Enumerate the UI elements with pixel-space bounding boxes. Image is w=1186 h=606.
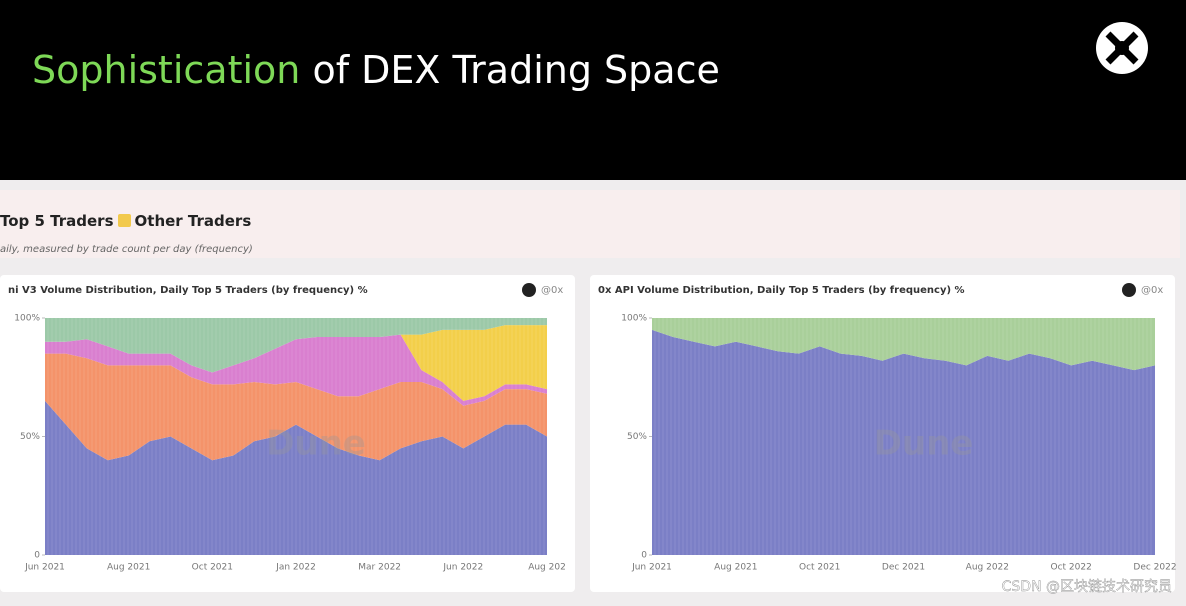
x-tick-label: Oct 2021 bbox=[192, 563, 233, 573]
slide-title: Sophistication of DEX Trading Space bbox=[32, 48, 720, 92]
watermark: Dune bbox=[266, 424, 366, 464]
x-tick-label: Oct 2021 bbox=[799, 563, 840, 573]
title-highlight: Sophistication bbox=[32, 48, 301, 92]
handle: @0x bbox=[1141, 285, 1163, 296]
y-tick-label: 100% bbox=[14, 314, 40, 324]
y-tick-label: 100% bbox=[621, 314, 647, 324]
x-tick-label: Jan 2022 bbox=[275, 563, 316, 573]
area-series bbox=[652, 329, 1155, 555]
chart-title: ni V3 Volume Distribution, Daily Top 5 T… bbox=[8, 285, 368, 296]
handle-icon bbox=[522, 283, 536, 297]
slide-header: Sophistication of DEX Trading Space bbox=[0, 0, 1186, 180]
legend-label: Other Traders bbox=[134, 212, 252, 230]
x-tick-label: Aug 2022 bbox=[966, 563, 1009, 573]
title-rest: of DEX Trading Space bbox=[312, 48, 720, 92]
area-series bbox=[45, 400, 547, 555]
y-tick-label: 50% bbox=[627, 432, 647, 442]
area-series bbox=[45, 334, 547, 406]
y-tick-label: 50% bbox=[20, 432, 40, 442]
x-tick-label: Jun 2021 bbox=[631, 563, 672, 573]
logo bbox=[1096, 22, 1148, 74]
dashboard-subtitle: aily, measured by trade count per day (f… bbox=[0, 244, 253, 255]
x-tick-label: Aug 2021 bbox=[714, 563, 757, 573]
area-series bbox=[45, 325, 547, 401]
footer-watermark: CSDN @区块链技术研究员 bbox=[1002, 579, 1172, 595]
x-tick-label: Dec 2021 bbox=[882, 563, 925, 573]
area-series bbox=[45, 318, 547, 373]
heading-text: Top 5 Traders bbox=[0, 212, 114, 230]
handle-icon bbox=[1122, 283, 1136, 297]
x-tick-label: Jun 2021 bbox=[24, 563, 65, 573]
chart-title: 0x API Volume Distribution, Daily Top 5 … bbox=[598, 285, 965, 296]
y-tick-label: 0 bbox=[34, 551, 40, 561]
x-tick-label: Jun 2022 bbox=[442, 563, 483, 573]
x-tick-label: Mar 2022 bbox=[358, 563, 401, 573]
area-series bbox=[652, 318, 1155, 371]
y-tick-label: 0 bbox=[641, 551, 647, 561]
legend-swatch bbox=[117, 214, 131, 227]
dashboard-heading: Top 5 Traders Other Traders bbox=[0, 212, 251, 230]
x-tick-label: Aug 2021 bbox=[107, 563, 150, 573]
x-tick-label: Dec 2022 bbox=[1133, 563, 1176, 573]
x-tick-label: Oct 2022 bbox=[1051, 563, 1092, 573]
watermark: Dune bbox=[874, 424, 974, 464]
area-series bbox=[45, 353, 547, 461]
dashboard-banner: Top 5 Traders Other Traders aily, measure… bbox=[0, 190, 1180, 258]
x-tick-label: Aug 202 bbox=[528, 563, 566, 573]
handle: @0x bbox=[541, 285, 563, 296]
